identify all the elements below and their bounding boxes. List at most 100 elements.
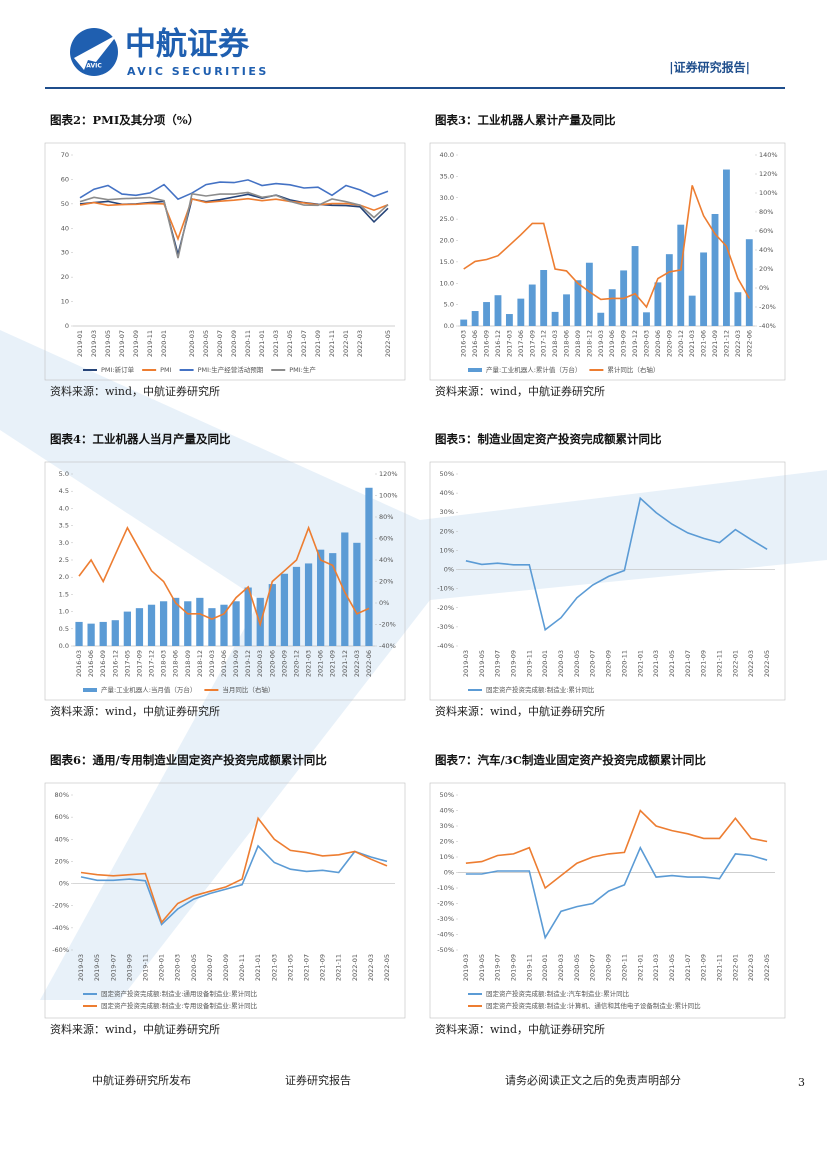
x-tick-label: 2021-03 [270, 954, 278, 981]
bar [317, 549, 325, 646]
x-tick-label: 2020-03 [188, 330, 196, 357]
x-tick-label: 2019-09 [509, 954, 517, 981]
figure-title: 图表3：工业机器人累计产量及同比 [435, 113, 616, 127]
bar [304, 563, 313, 646]
x-tick-label: 2016-03 [460, 330, 468, 357]
figure-title: 图表4：工业机器人当月产量及同比 [50, 432, 231, 446]
y-tick-label: 3.0 [59, 539, 69, 547]
y-tick-label: -60% [52, 946, 69, 954]
x-tick-label: 2021-12 [341, 650, 349, 677]
x-tick-label: 2021-11 [335, 954, 343, 981]
x-tick-label: 2016-09 [99, 650, 107, 677]
x-tick-label: 2020-06 [654, 330, 662, 357]
bar [551, 311, 559, 326]
x-tick-label: 2019-09 [509, 650, 517, 677]
y-tick-label: 1.0 [59, 608, 69, 616]
bar [585, 262, 593, 326]
x-tick-label: 2021-03 [688, 330, 696, 357]
y2-tick-label: 100% [379, 492, 398, 500]
y-tick-label: 0.5 [59, 625, 69, 633]
y-tick-label: -20% [52, 902, 69, 910]
y-tick-label: 0.0 [444, 322, 454, 330]
x-tick-label: 2021-12 [722, 330, 730, 357]
y2-tick-label: 140% [759, 151, 778, 159]
x-tick-label: 2019-03 [597, 330, 605, 357]
x-tick-label: 2021-03 [652, 650, 660, 677]
x-tick-label: 2021-07 [684, 954, 692, 981]
y-tick-label: -40% [437, 931, 454, 939]
bar [280, 573, 289, 646]
x-tick-label: 2016-03 [75, 650, 83, 677]
y-tick-label: -10% [437, 884, 454, 892]
x-tick-label: 2020-07 [589, 954, 597, 981]
x-tick-label: 2021-01 [636, 954, 644, 981]
y-tick-label: 50% [440, 791, 454, 799]
figure-source: 资料来源：wind，中航证券研究所 [50, 704, 220, 718]
bar [700, 252, 708, 326]
x-tick-label: 2020-01 [158, 954, 166, 981]
bar [365, 487, 373, 646]
y-tick-label: -20% [437, 900, 454, 908]
bar [643, 312, 650, 326]
x-tick-label: 2020-03 [174, 954, 182, 981]
x-tick-label: 2019-09 [620, 330, 628, 357]
y-tick-label: 40% [440, 489, 454, 497]
bar [292, 566, 301, 646]
y2-tick-label: -20% [379, 621, 396, 629]
bar [563, 294, 570, 326]
y-tick-label: 5.0 [444, 301, 454, 309]
x-tick-label: 2019-07 [109, 954, 117, 981]
series-line [78, 525, 370, 628]
x-tick-label: 2019-11 [525, 954, 533, 981]
legend-label: 累计同比（右轴） [607, 365, 659, 374]
brand-en: AVIC SECURITIES [127, 65, 269, 78]
bar [528, 284, 536, 326]
x-tick-label: 2019-07 [494, 650, 502, 677]
legend-label: 固定资产投资完成额:制造业:通用设备制造业:累计同比 [101, 989, 258, 998]
x-tick-label: 2018-12 [585, 330, 593, 357]
legend-label: 固定资产投资完成额:制造业:计算机、通信和其他电子设备制造业:累计同比 [486, 1001, 701, 1010]
bar [135, 608, 144, 646]
legend-label: 固定资产投资完成额:制造业:累计同比 [486, 685, 595, 694]
logo-plane [74, 34, 118, 70]
y-tick-label: 20% [440, 527, 454, 535]
x-tick-label: 2022-05 [763, 954, 771, 981]
figure-source: 资料来源：wind，中航证券研究所 [50, 384, 220, 398]
x-tick-label: 2021-05 [286, 330, 294, 357]
legend-swatch [468, 368, 482, 372]
x-tick-label: 2022-06 [745, 330, 753, 357]
y-tick-label: 20 [61, 273, 69, 281]
x-tick-label: 2016-06 [471, 330, 479, 357]
bar [220, 604, 228, 646]
x-tick-label: 2019-11 [146, 330, 154, 357]
bar [268, 584, 276, 646]
bar [196, 597, 204, 646]
bar [159, 601, 168, 646]
x-tick-label: 2018-03 [160, 650, 168, 677]
x-tick-label: 2020-03 [557, 954, 565, 981]
x-tick-label: 2020-05 [573, 954, 581, 981]
x-tick-label: 2021-07 [302, 954, 310, 981]
y-tick-label: 0% [59, 880, 69, 888]
y2-tick-label: -40% [379, 642, 396, 650]
x-tick-label: 2020-11 [244, 330, 252, 357]
y-tick-label: 40% [55, 835, 69, 843]
x-tick-label: 2019-05 [478, 650, 486, 677]
x-tick-label: 2019-03 [77, 954, 85, 981]
x-tick-label: 2021-11 [716, 650, 724, 677]
x-tick-label: 2022-05 [383, 954, 391, 981]
y-tick-label: 20% [55, 857, 69, 865]
x-tick-label: 2020-03 [256, 650, 264, 677]
bar [329, 553, 337, 646]
x-tick-label: 2021-05 [286, 954, 294, 981]
x-tick-label: 2021-03 [305, 650, 313, 677]
x-tick-label: 2018-06 [172, 650, 180, 677]
y-tick-label: 60 [61, 175, 69, 183]
x-tick-label: 2020-07 [589, 650, 597, 677]
x-tick-label: 2019-03 [90, 330, 98, 357]
y2-tick-label: 100% [759, 189, 778, 197]
x-tick-label: 2022-01 [731, 650, 739, 677]
y-tick-label: 50% [440, 470, 454, 478]
y-tick-label: 60% [55, 813, 69, 821]
chart-frame [429, 782, 786, 1019]
